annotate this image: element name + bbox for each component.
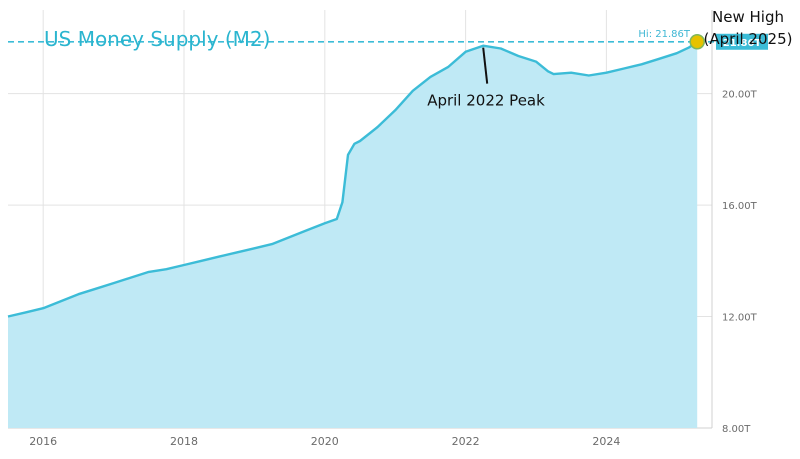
new-high-marker bbox=[689, 34, 705, 50]
current-value-label: 21.86T bbox=[723, 38, 762, 49]
x-tick-label: 2018 bbox=[170, 435, 198, 448]
x-tick-label: 2020 bbox=[311, 435, 339, 448]
high-value-label: Hi: 21.86T bbox=[638, 29, 690, 40]
high-value-layer: Hi: 21.86T 21.86T bbox=[8, 29, 768, 50]
current-value-badge bbox=[716, 33, 768, 50]
area-layer bbox=[7, 40, 698, 429]
y-tick-label: 20.00T bbox=[722, 90, 758, 101]
x-tick-label: 2022 bbox=[452, 435, 480, 448]
axis-layer: 2016 2018 2020 2022 2024 8.00T 12.00T 16.00T 20.… bbox=[29, 90, 757, 448]
x-tick-label: 2024 bbox=[592, 435, 620, 448]
y-tick-label: 8.00T bbox=[722, 424, 751, 435]
chart-title: US Money Supply (M2) bbox=[44, 27, 270, 51]
y-tick-label: 12.00T bbox=[722, 313, 758, 324]
m2-series-line bbox=[7, 40, 698, 318]
peak-annotation: April 2022 Peak bbox=[427, 92, 545, 110]
new-high-date-annotation: (April 2025) bbox=[704, 30, 793, 48]
y-tick-label: 16.00T bbox=[722, 201, 758, 212]
m2-area-fill bbox=[8, 41, 698, 429]
peak-pointer-line bbox=[482, 47, 489, 84]
x-tick-label: 2016 bbox=[29, 435, 57, 448]
new-high-annotation: New High bbox=[712, 8, 784, 26]
annotation-layer: April 2022 Peak New High (April 2025) bbox=[427, 8, 792, 110]
